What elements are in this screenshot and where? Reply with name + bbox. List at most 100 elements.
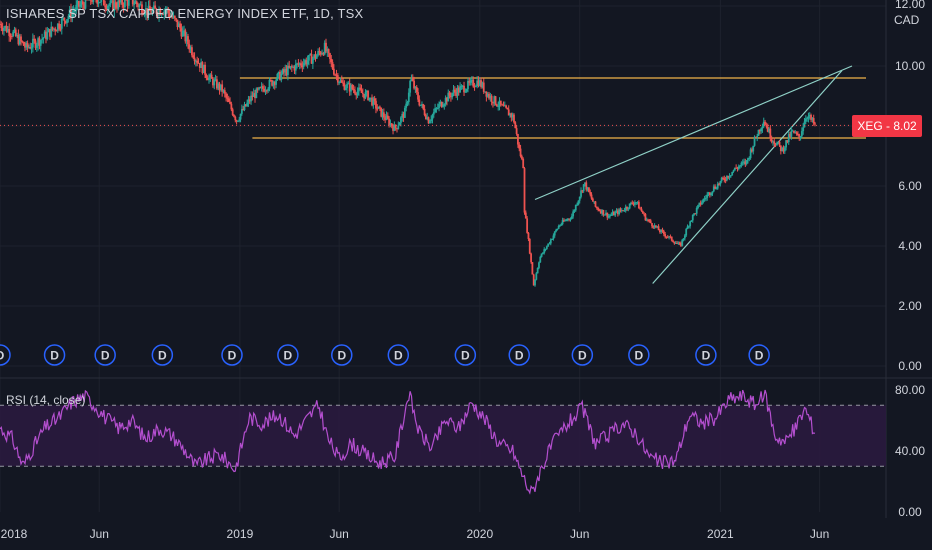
candle-body — [616, 210, 619, 215]
dividend-marker-icon[interactable] — [0, 344, 11, 366]
candle-body — [452, 89, 455, 94]
candle-body — [181, 30, 184, 37]
dividend-marker-icon[interactable] — [94, 344, 116, 366]
candle-body — [745, 160, 748, 165]
time-tick-label: Jun — [90, 527, 109, 541]
candle-body — [301, 65, 304, 67]
candle-body — [760, 128, 763, 132]
candle-body — [526, 218, 529, 233]
candle-body — [42, 37, 45, 39]
candle-body — [79, 4, 82, 7]
candle-body — [206, 77, 209, 81]
candle-body — [749, 149, 752, 159]
candle-body — [534, 279, 536, 286]
dividend-marker-icon[interactable] — [277, 344, 299, 366]
candle-body — [643, 213, 646, 215]
candle-body — [627, 208, 630, 210]
dividend-marker-icon[interactable] — [387, 344, 410, 366]
dividend-marker-icon[interactable] — [331, 344, 353, 366]
candle-body — [639, 208, 642, 210]
candle-body — [35, 44, 38, 48]
candle-body — [656, 226, 659, 228]
dividend-marker-icon[interactable] — [221, 344, 243, 366]
candle-body — [502, 104, 505, 107]
candle-body — [202, 64, 205, 74]
candle-body — [284, 68, 287, 73]
candle-body — [361, 92, 364, 94]
candle-body — [693, 213, 695, 215]
candle-body — [100, 0, 103, 2]
candle-body — [467, 81, 469, 90]
dividend-marker-icon[interactable] — [571, 344, 594, 366]
candle-body — [372, 98, 375, 106]
candle-body — [363, 93, 366, 99]
candle-body — [74, 10, 76, 12]
candle-body — [697, 205, 699, 209]
candle-body — [393, 124, 396, 131]
candle-body — [634, 202, 636, 205]
candle-body — [198, 63, 201, 68]
candle-body — [1, 28, 4, 31]
trend-drawings[interactable] — [239, 65, 866, 284]
dividend-marker-icon[interactable] — [454, 344, 477, 366]
candle-body — [486, 93, 489, 97]
candle-body — [331, 62, 334, 69]
dividend-marker-icon[interactable] — [695, 344, 717, 366]
candle-body — [628, 203, 631, 209]
candle-body — [382, 112, 385, 118]
candle-body — [179, 23, 181, 29]
rsi-indicator-label[interactable]: RSI (14, close) — [6, 393, 86, 407]
dividend-marker-icon[interactable] — [508, 344, 530, 366]
candle-body — [116, 7, 118, 9]
candle-body — [444, 97, 447, 105]
candle-body — [698, 202, 701, 206]
dividend-marker-icon[interactable] — [748, 344, 770, 366]
candle-body — [39, 40, 42, 46]
wedge-upper-line[interactable] — [534, 65, 853, 201]
dividend-marker-icon[interactable] — [628, 344, 650, 366]
dividend-markers[interactable]: DDDDDDDDDDDDDD — [0, 344, 770, 366]
candle-body — [764, 121, 766, 125]
candle-body — [251, 95, 254, 97]
candle-body — [724, 180, 727, 182]
candle-body — [155, 8, 158, 14]
candle-body — [286, 65, 289, 76]
candle-body — [670, 236, 673, 241]
candle-body — [173, 15, 176, 19]
candle-body — [605, 212, 607, 215]
candle-body — [669, 236, 672, 238]
candle-body — [413, 80, 415, 89]
candle-body — [263, 88, 266, 92]
candle-body — [547, 243, 550, 247]
time-tick-label: Jun — [570, 527, 589, 541]
candle-body — [283, 69, 285, 73]
candle-body — [321, 53, 323, 55]
candle-body — [682, 238, 685, 240]
candle-body — [451, 93, 454, 98]
wedge-lower-line[interactable] — [652, 70, 843, 284]
dividend-marker-icon[interactable] — [43, 344, 66, 366]
candle-body — [705, 197, 707, 199]
time-tick-label: 2020 — [466, 527, 493, 541]
candle-body — [222, 90, 225, 92]
candle-body — [524, 212, 527, 219]
dividend-marker-icon[interactable] — [151, 344, 174, 366]
candle-body — [156, 13, 159, 16]
candle-body — [154, 5, 157, 9]
dividend-marker-label: D — [101, 349, 110, 363]
candle-body — [306, 60, 309, 65]
candle-body — [513, 114, 515, 123]
candle-body — [365, 91, 368, 93]
dividend-marker-label: D — [228, 349, 237, 363]
candle-body — [77, 1, 80, 7]
candle-body — [715, 188, 718, 190]
candle-body — [706, 194, 709, 198]
candle-body — [785, 140, 787, 148]
dividend-marker-label: D — [158, 349, 167, 363]
candle-body — [694, 213, 697, 215]
candle-body — [52, 28, 55, 30]
candle-body — [22, 41, 25, 46]
candle-body — [187, 36, 189, 45]
